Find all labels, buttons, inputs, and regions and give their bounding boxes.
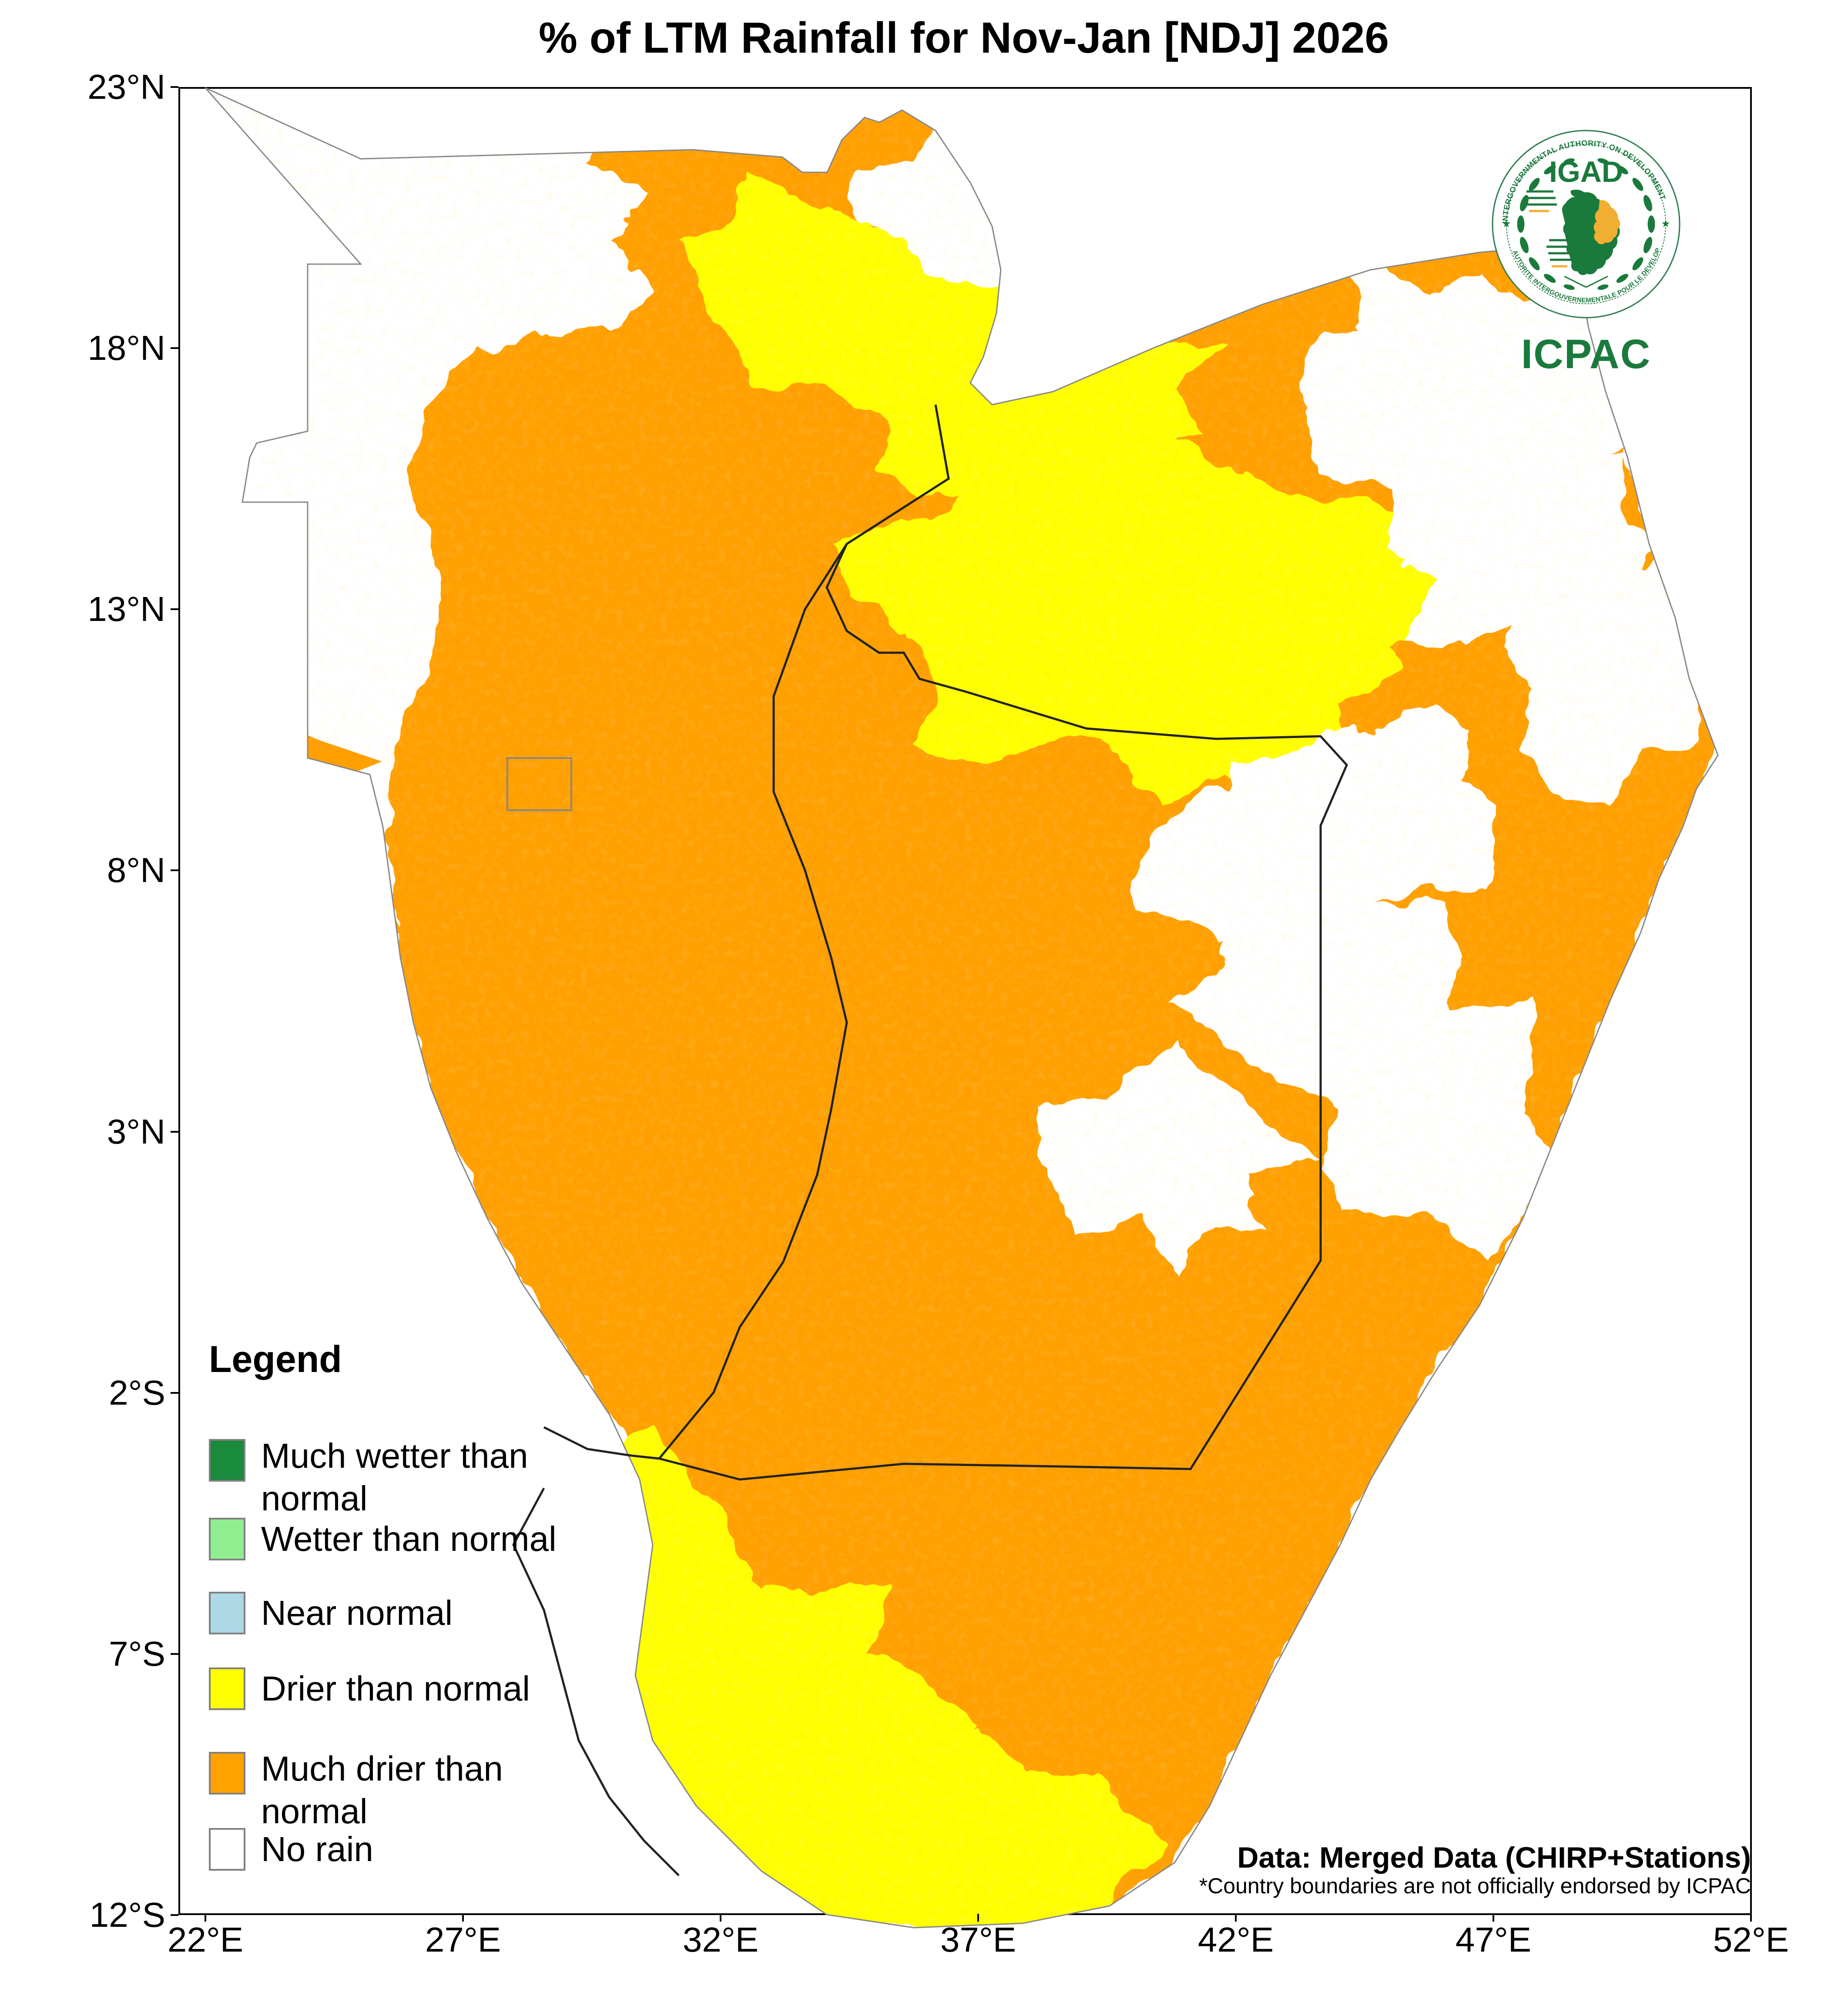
svg-text:★: ★ — [1502, 218, 1511, 230]
svg-text:★: ★ — [1661, 218, 1670, 230]
svg-text:IGAD: IGAD — [1549, 155, 1623, 188]
